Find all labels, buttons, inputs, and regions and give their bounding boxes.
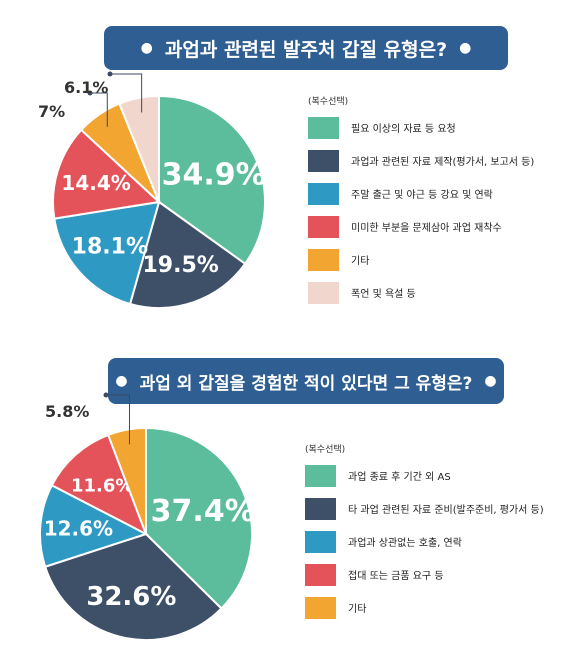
chart-section-2: ● 과업 외 갑질을 경험한 적이 있다면 그 유형은? ● 37.4% 32.6… (0, 340, 580, 659)
legend-label: 접대 또는 금품 요구 등 (348, 571, 444, 582)
pie-slice (106, 426, 147, 535)
leader-dot (107, 71, 113, 77)
leader-line (106, 394, 130, 445)
legend-swatch (308, 116, 339, 139)
slice-label: 32.6% (86, 582, 176, 612)
legend-item: 접대 또는 금품 요구 등 (305, 560, 544, 589)
legend-swatch (308, 281, 339, 304)
legend-item: 미미한 부분을 문제삼아 과업 재착수 (308, 212, 534, 241)
leader-dot (103, 392, 109, 398)
legend-2: (복수선택) 과업 종료 후 기간 외 AS 타 과업 관련된 자료 준비(발주준… (305, 442, 544, 626)
pie-slice (118, 94, 160, 203)
legend-swatch (308, 182, 339, 205)
bullet-icon: ● (484, 373, 497, 389)
slice-label: 19.5% (143, 253, 219, 278)
legend-item: 기타 (308, 245, 534, 274)
pie-slice (158, 94, 266, 266)
legend-swatch (308, 215, 339, 238)
pie-slice (145, 426, 253, 610)
chart-title-1: ● 과업과 관련된 발주처 갑질 유형은? ● (104, 26, 508, 70)
legend-item: 필요 이상의 자료 등 요청 (308, 113, 534, 142)
slice-label: 5.8% (45, 402, 89, 421)
slice-label: 7% (38, 102, 65, 121)
legend-item: 폭언 및 욕설 등 (308, 278, 534, 307)
legend-label: 필요 이상의 자료 등 요청 (351, 124, 456, 135)
slice-label: 14.4% (61, 171, 130, 195)
legend-swatch (305, 497, 336, 520)
pie-chart-1: 34.9% 19.5%18.1% 14.4% 7% 6.1% (38, 71, 266, 309)
slice-label: 34.9% (162, 158, 266, 193)
bullet-icon: ● (115, 373, 128, 389)
legend-swatch (305, 596, 336, 619)
slice-label: 11.6% (71, 475, 133, 496)
legend-item: 주말 출근 및 야근 등 강요 및 연락 (308, 179, 534, 208)
legend-item: 기타 (305, 593, 544, 622)
bullet-icon: ● (140, 40, 153, 56)
leader-line (90, 92, 108, 127)
legend-label: 주말 출근 및 야근 등 강요 및 연락 (351, 190, 493, 201)
legend-item: 타 과업 관련된 자료 준비(발주준비, 평가서 등) (305, 494, 544, 523)
legend-item: 과업과 관련된 자료 제작(평가서, 보고서 등) (308, 146, 534, 175)
pie-slice (53, 200, 161, 306)
legend-label: 기타 (351, 256, 370, 267)
legend-item: 과업 종료 후 기간 외 AS (305, 461, 544, 490)
chart-title-text: 과업과 관련된 발주처 갑질 유형은? (164, 38, 448, 61)
legend-label: 과업과 관련된 자료 제작(평가서, 보고서 등) (351, 157, 535, 168)
bullet-icon: ● (459, 40, 472, 56)
legend-item: 과업과 상관없는 호출, 연락 (305, 527, 544, 556)
leader-line (110, 73, 143, 113)
slice-label: 6.1% (64, 78, 108, 97)
chart-title-2: ● 과업 외 갑질을 경험한 적이 있다면 그 유형은? ● (108, 358, 504, 404)
pie-chart-2: 37.4% 32.6% 12.6% 11.6% 5.8% (39, 392, 255, 641)
pie-slice (128, 200, 247, 309)
chart-title-text: 과업 외 갑질을 경험한 적이 있다면 그 유형은? (139, 373, 473, 394)
leader-dot (87, 90, 93, 96)
pie-slice (52, 128, 162, 220)
legend-swatch (308, 248, 339, 271)
slice-label: 18.1% (72, 235, 148, 260)
legend-note: (복수선택) (308, 97, 349, 107)
legend-note: (복수선택) (305, 445, 346, 455)
pie-slice (39, 483, 149, 569)
legend-swatch (308, 149, 339, 172)
legend-label: 폭언 및 욕설 등 (351, 289, 416, 300)
legend-label: 기타 (348, 604, 367, 615)
legend-swatch (305, 530, 336, 553)
chart-section-1: ● 과업과 관련된 발주처 갑질 유형은? ● 34.9% 19.5% 18.1% 1… (0, 0, 580, 320)
slice-label: 37.4% (151, 494, 255, 529)
legend-label: 과업과 상관없는 호출, 연락 (348, 538, 462, 549)
legend-swatch (305, 464, 336, 487)
legend-label: 과업 종료 후 기간 외 AS (348, 472, 451, 483)
legend-label: 미미한 부분을 문제삼아 과업 재착수 (351, 223, 502, 234)
legend-swatch (305, 563, 336, 586)
slice-label: 12.6% (44, 517, 113, 541)
legend-label: 타 과업 관련된 자료 준비(발주준비, 평가서 등) (348, 505, 544, 516)
pie-slice (50, 433, 148, 537)
pie-slice (43, 532, 223, 641)
